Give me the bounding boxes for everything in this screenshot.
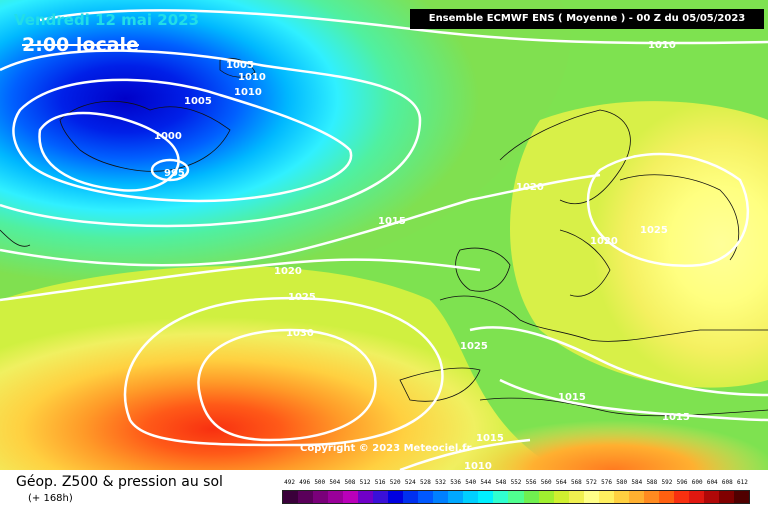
scale-swatch	[478, 491, 494, 503]
isobar-label: 1000	[154, 131, 182, 142]
scale-swatch	[523, 491, 539, 503]
scale-swatch	[598, 491, 614, 503]
scale-label: 500	[314, 479, 326, 486]
isobar-label: 1015	[476, 433, 504, 444]
isobar-label: 995	[164, 168, 185, 179]
valid-time: 2:00 locale	[22, 34, 139, 56]
scale-label: 572	[586, 479, 597, 486]
scale-swatch	[448, 491, 464, 503]
scale-label: 612	[737, 479, 748, 486]
scale-label: 604	[706, 479, 718, 486]
scale-label: 596	[676, 479, 688, 486]
scale-label: 504	[329, 479, 341, 486]
scale-swatch	[403, 491, 419, 503]
scale-label: 508	[344, 479, 356, 486]
isobar-label: 1005	[226, 60, 254, 71]
scale-swatch	[658, 491, 674, 503]
isobar-label: 1015	[378, 216, 406, 227]
scale-label: 584	[631, 479, 643, 486]
footer-legend: Géop. Z500 & pression au sol (+ 168h) 49…	[0, 470, 768, 512]
scale-swatch	[628, 491, 644, 503]
isobar-lines	[0, 9, 768, 470]
scale-label: 528	[419, 479, 431, 486]
color-scale-labels: 492 496 500 504 508 512 516 520 524 528 532 536 540 5…	[282, 479, 750, 489]
isobar-labels: 995 1000 1005 1005 1010 1010 1010 1010 1…	[154, 40, 690, 470]
scale-label: 540	[465, 479, 477, 486]
scale-swatch	[283, 491, 299, 503]
scale-label: 564	[555, 479, 567, 486]
scale-swatch	[613, 491, 629, 503]
scale-label: 576	[601, 479, 612, 486]
scale-label: 532	[435, 479, 446, 486]
scale-label: 496	[299, 479, 311, 486]
scale-label: 560	[540, 479, 552, 486]
scale-swatch	[643, 491, 659, 503]
scale-label: 592	[661, 479, 673, 486]
isobar-label: 1005	[184, 96, 212, 107]
color-scale-bar	[282, 490, 750, 504]
isobar-label: 1010	[648, 40, 676, 51]
scale-swatch	[703, 491, 719, 503]
scale-swatch	[388, 491, 404, 503]
scale-label: 492	[284, 479, 295, 486]
isobar-label: 1020	[516, 182, 544, 193]
isobar-label: 1020	[274, 266, 302, 277]
scale-swatch	[418, 491, 434, 503]
isobar-label: 1025	[288, 292, 316, 303]
scale-label: 556	[525, 479, 537, 486]
forecast-lead: (+ 168h)	[28, 493, 73, 504]
scale-swatch	[463, 491, 479, 503]
isobar-label: 1010	[464, 461, 492, 470]
scale-label: 544	[480, 479, 492, 486]
scale-swatch	[343, 491, 359, 503]
scale-label: 580	[616, 479, 628, 486]
scale-swatch	[313, 491, 329, 503]
scale-label: 552	[510, 479, 522, 486]
south-warm-field	[360, 345, 768, 470]
scale-label: 600	[691, 479, 703, 486]
isobar-label: 1025	[640, 225, 668, 236]
scale-swatch	[553, 491, 569, 503]
isobar-label: 1015	[662, 412, 690, 423]
coastlines	[0, 57, 768, 417]
scale-swatch	[328, 491, 344, 503]
scale-label: 512	[359, 479, 371, 486]
copyright-notice: Copyright © 2023 Meteociel.fr	[300, 443, 472, 454]
scale-swatch	[538, 491, 554, 503]
scale-label: 516	[374, 479, 386, 486]
scale-swatch	[298, 491, 314, 503]
map-canvas: 995 1000 1005 1005 1010 1010 1010 1010 1…	[0, 0, 768, 470]
model-run-banner: Ensemble ECMWF ENS ( Moyenne ) - 00 Z du…	[410, 9, 764, 29]
isobar-label: 1015	[558, 392, 586, 403]
isobar-label: 1020	[590, 236, 618, 247]
scale-swatch	[733, 491, 749, 503]
isobar-label: 1010	[238, 72, 266, 83]
scale-swatch	[358, 491, 374, 503]
scale-swatch	[688, 491, 704, 503]
scale-swatch	[673, 491, 689, 503]
scale-swatch	[493, 491, 509, 503]
east-ridge-field	[510, 101, 768, 388]
scale-swatch	[718, 491, 734, 503]
scale-label: 536	[450, 479, 462, 486]
isobar-label: 1030	[286, 328, 314, 339]
scale-swatch	[373, 491, 389, 503]
scale-swatch	[568, 491, 584, 503]
scale-label: 608	[721, 479, 733, 486]
scale-label: 588	[646, 479, 658, 486]
chart-title: Géop. Z500 & pression au sol	[16, 474, 223, 490]
scale-label: 548	[495, 479, 507, 486]
scale-swatch	[433, 491, 449, 503]
scale-swatch	[508, 491, 524, 503]
scale-swatch	[583, 491, 599, 503]
isobar-label: 1025	[460, 341, 488, 352]
valid-date: Vendredi 12 mai 2023	[14, 11, 200, 29]
isobar-label: 1010	[234, 87, 262, 98]
scale-label: 520	[389, 479, 401, 486]
scale-label: 568	[570, 479, 582, 486]
scale-label: 524	[404, 479, 416, 486]
